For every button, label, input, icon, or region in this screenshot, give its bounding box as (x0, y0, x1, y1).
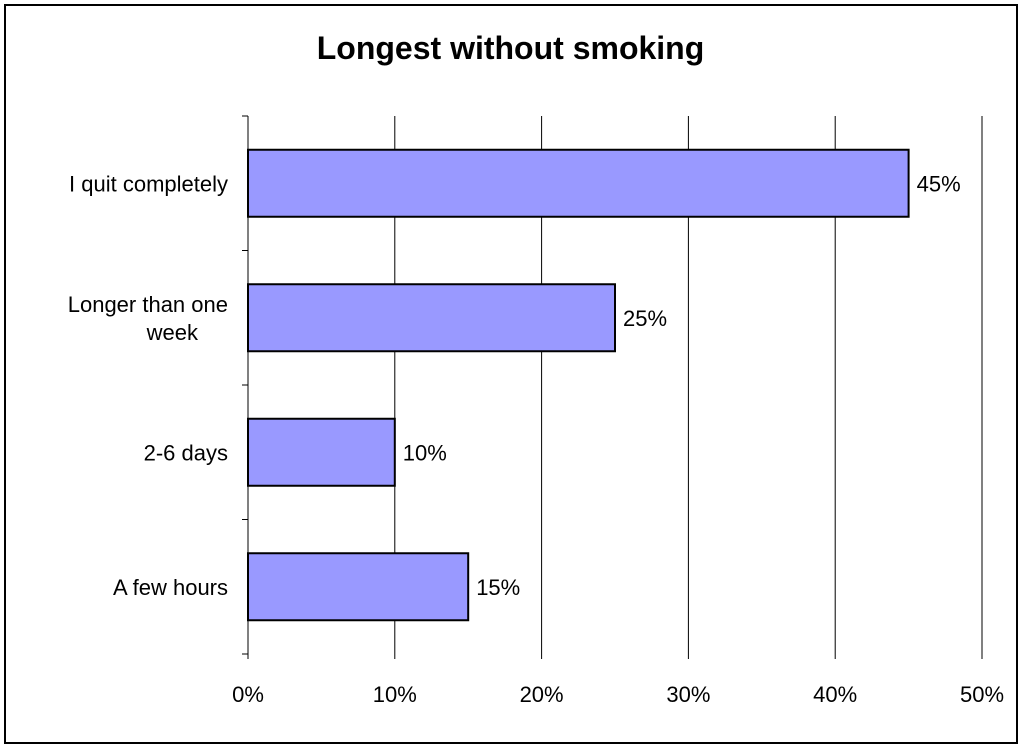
x-tick-label: 40% (813, 682, 857, 707)
bar (247, 148, 910, 218)
category-label: Longer than one week (68, 292, 228, 345)
x-tick-label: 50% (960, 682, 1004, 707)
category-label: A few hours (113, 575, 228, 600)
x-tick-label: 20% (520, 682, 564, 707)
data-label: 25% (623, 306, 667, 331)
data-label: 15% (476, 575, 520, 600)
chart-title: Longest without smoking (316, 30, 705, 66)
category-label: 2-6 days (144, 440, 228, 465)
bar (247, 283, 616, 353)
data-label: 45% (917, 171, 961, 196)
data-label: 10% (403, 440, 447, 465)
x-tick-label: 10% (373, 682, 417, 707)
bar (247, 552, 470, 622)
category-label: I quit completely (69, 171, 228, 196)
x-tick-label: 0% (232, 682, 264, 707)
x-tick-label: 30% (666, 682, 710, 707)
bar (247, 417, 396, 487)
